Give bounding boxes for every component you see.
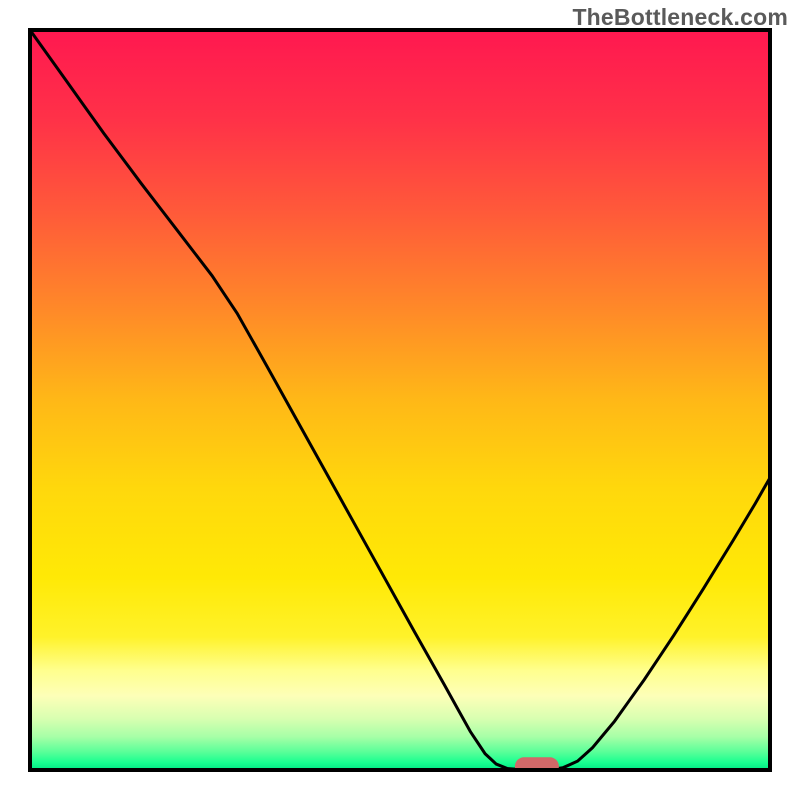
chart-container: TheBottleneck.com xyxy=(0,0,800,800)
optimal-marker xyxy=(515,757,559,775)
watermark-text: TheBottleneck.com xyxy=(572,4,788,31)
bottleneck-chart xyxy=(0,0,800,800)
